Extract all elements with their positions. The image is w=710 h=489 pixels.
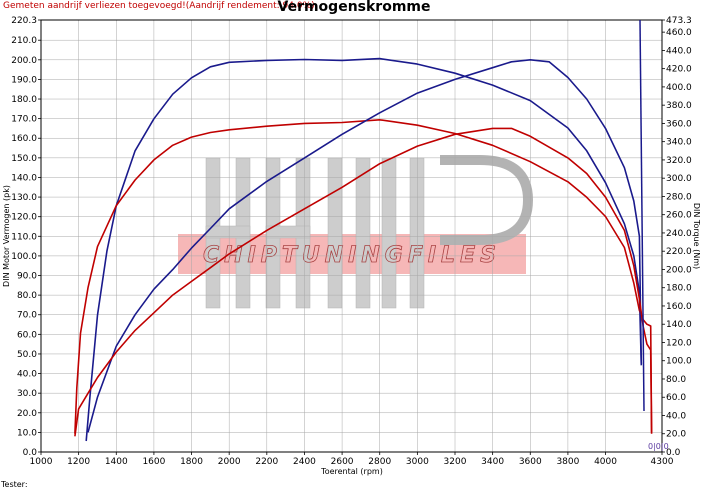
watermark-bar [381,157,397,309]
y-tick-label: 60.0 [17,330,37,340]
y2-tick-label: 220.0 [666,247,692,257]
watermark-bar [355,157,371,309]
watermark-bar [265,225,311,239]
y2-tick-label: 360.0 [666,119,692,129]
watermark-text: CHIPTUNINGFILES [203,243,501,268]
y2-tick-label: 160.0 [666,302,692,312]
y2-tick-label: 180.0 [666,284,692,294]
x-tick-label: 4000 [594,457,617,467]
y-tick-label: 40.0 [17,370,37,380]
tester-label: Tester: [0,480,28,489]
y2-tick-label: 340.0 [666,138,692,148]
y-tick-label: 130.0 [11,193,37,203]
x-tick-label: 2400 [293,457,316,467]
x-tick-label: 3600 [519,457,542,467]
x-tick-label: 1600 [142,457,165,467]
y-tick-label: 180.0 [11,95,37,105]
y2-tick-label: 100.0 [666,357,692,367]
x-axis-label: Toerental (rpm) [320,467,383,476]
x-tick-label: 2800 [368,457,391,467]
y-tick-label: 100.0 [11,252,37,262]
series-line-3 [87,59,643,433]
y2-tick-label: 420.0 [666,65,692,75]
y-tick-label: 210.0 [11,36,37,46]
x-tick-label: 2200 [255,457,278,467]
y-tick-label: 150.0 [11,154,37,164]
end-marker-label: 0|0|0 [648,442,669,451]
x-tick-label: 1400 [105,457,128,467]
y2-tick-label: 60.0 [666,393,686,403]
y-tick-label: 190.0 [11,75,37,85]
y-tick-label: 220.3 [11,16,37,26]
y2-tick-label: 40.0 [666,411,686,421]
series-layer [74,57,653,442]
y-tick-label: 200.0 [11,56,37,66]
y2-tick-label: 300.0 [666,174,692,184]
y2-tick-label: 140.0 [666,320,692,330]
series-line-4 [74,127,653,437]
y-tick-label: 0.0 [23,448,38,458]
y2-tick-label: 20.0 [666,430,686,440]
y2-tick-label: 260.0 [666,211,692,221]
y2-tick-label: 240.0 [666,229,692,239]
y2-tick-label: 460.0 [666,28,692,38]
x-tick-label: 1800 [180,457,203,467]
x-tick-label: 2600 [331,457,354,467]
y-tick-label: 160.0 [11,134,37,144]
y-tick-label: 170.0 [11,115,37,125]
y2-tick-label: 0.0 [666,448,681,458]
y2-tick-label: 320.0 [666,156,692,166]
y2-tick-label: 473.3 [666,16,692,26]
x-tick-label: 1200 [67,457,90,467]
series-line-1 [85,57,643,442]
chart-subtitle: Gemeten aandrijf verliezen toegevoegd!(A… [3,1,315,11]
y2-tick-label: 440.0 [666,46,692,56]
y-tick-label: 50.0 [17,350,37,360]
x-tick-label: 3200 [444,457,467,467]
watermark-bar [409,157,425,309]
y-tick-label: 80.0 [17,291,37,301]
chart-title: Vermogenskromme [278,0,431,15]
y2-tick-label: 400.0 [666,83,692,93]
x-tick-label: 3400 [481,457,504,467]
y-tick-label: 90.0 [17,272,37,282]
y2-tick-label: 120.0 [666,338,692,348]
y2-tick-label: 200.0 [666,265,692,275]
y2-tick-label: 280.0 [666,192,692,202]
y2-tick-label: 80.0 [666,375,686,385]
watermark-bar [327,157,343,309]
x-tick-label: 2000 [218,457,241,467]
x-tick-label: 3800 [556,457,579,467]
y-tick-label: 120.0 [11,213,37,223]
y-tick-label: 20.0 [17,409,37,419]
axes: 1000 1200 1400 1600 1800 2000 2200 2400 2600 2800… [11,16,692,467]
y2-axis-label: DIN Torque (Nm) [692,203,701,269]
y-tick-label: 70.0 [17,311,37,321]
x-tick-label: 3000 [406,457,429,467]
y-tick-label: 30.0 [17,389,37,399]
y-tick-label: 140.0 [11,173,37,183]
y-tick-label: 110.0 [11,232,37,242]
watermark-d-shape [440,155,534,245]
x-tick-label: 1000 [30,457,53,467]
y2-tick-label: 380.0 [666,101,692,111]
y-tick-label: 10.0 [17,428,37,438]
end-marker-line [639,19,645,412]
y-axis-label: DIN Motor Vermogen (pk) [2,185,11,287]
x-tick-label: 4300 [651,457,674,467]
series-line-2 [74,119,653,434]
watermark: CHIPTUNINGFILES [178,155,534,309]
